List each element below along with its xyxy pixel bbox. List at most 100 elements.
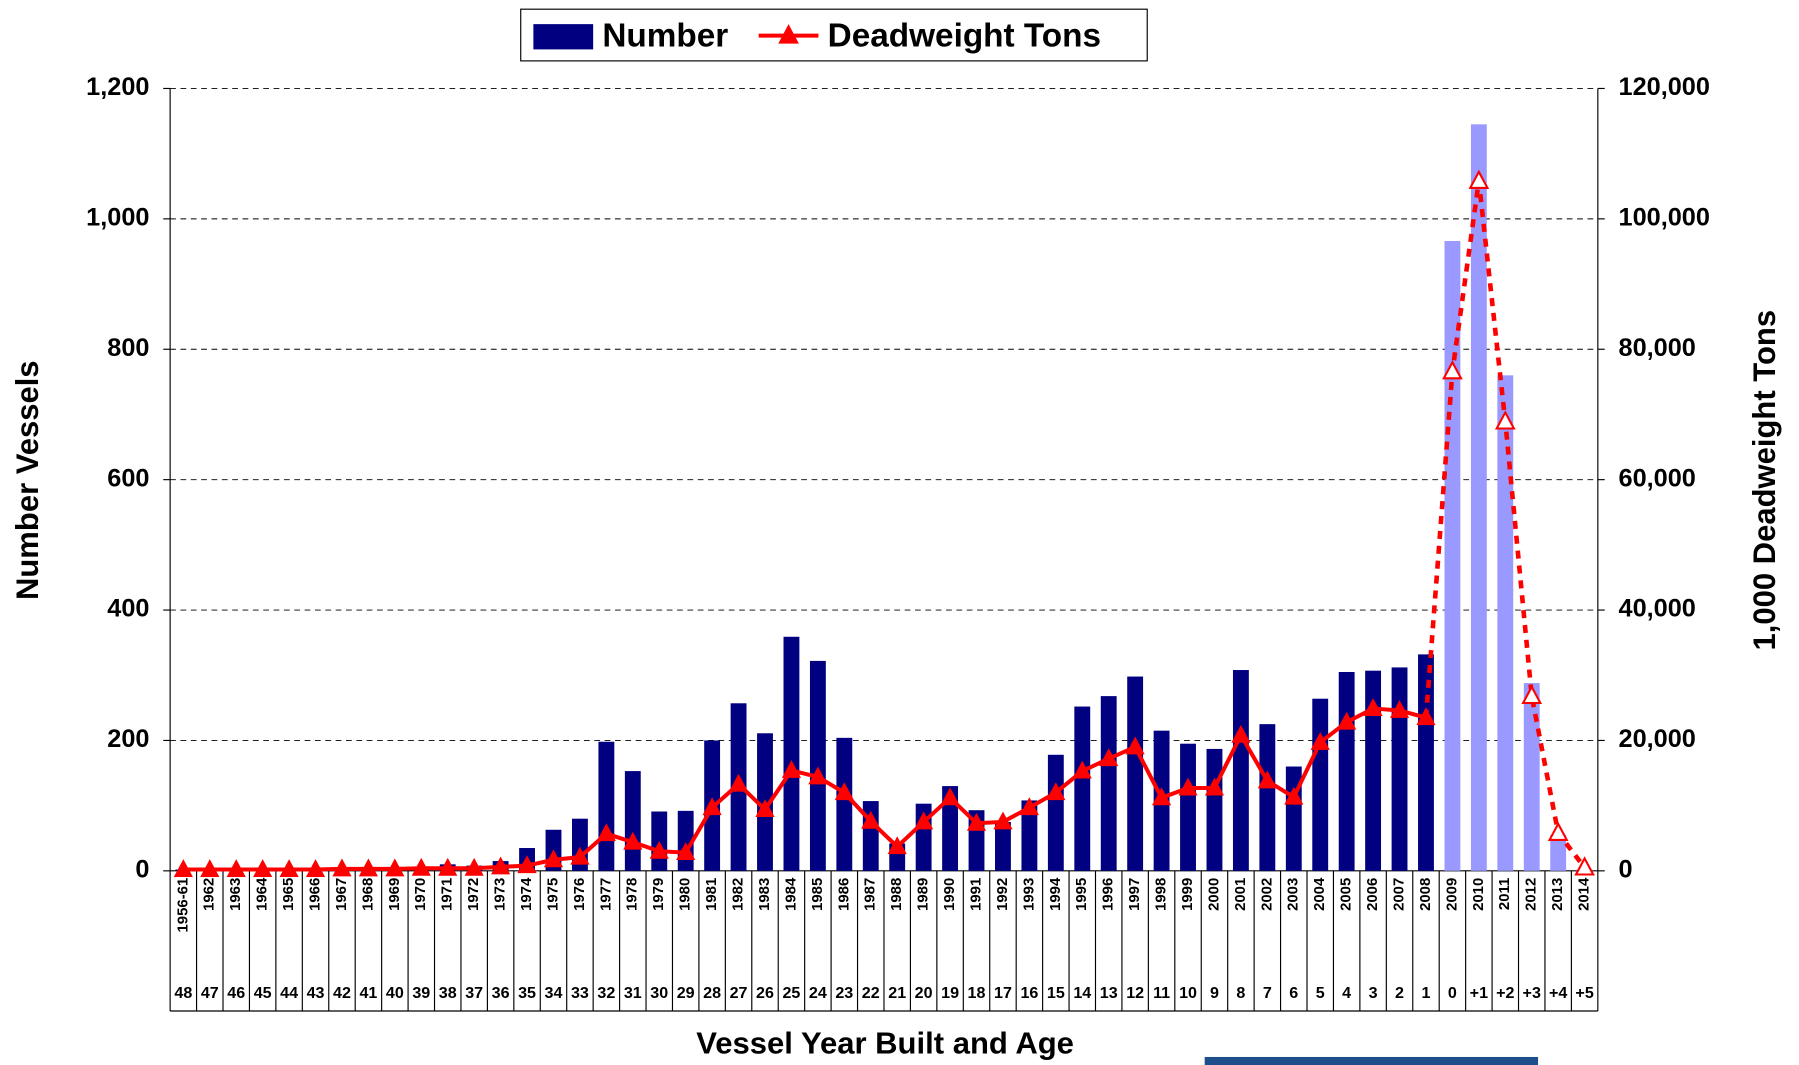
line-marker — [1284, 786, 1304, 805]
line-marker — [676, 842, 696, 861]
y2-tick-label: 40,000 — [1619, 595, 1696, 623]
x-tick-label: 1979 — [650, 878, 667, 911]
x-tick-label: 1982 — [730, 878, 747, 911]
x-tick-label: 2014 — [1576, 877, 1593, 911]
line-marker — [1389, 700, 1410, 718]
age-label: 38 — [439, 984, 457, 1002]
bar — [1550, 834, 1567, 871]
line-marker — [543, 849, 564, 868]
line-marker — [993, 811, 1013, 830]
line-marker — [1468, 169, 1490, 189]
age-label: 29 — [677, 984, 695, 1002]
line-marker — [596, 823, 616, 842]
line-marker — [755, 799, 775, 818]
x-tick-label: 1969 — [386, 878, 403, 911]
line-marker — [781, 760, 802, 778]
age-label: 1 — [1422, 984, 1431, 1002]
line-marker — [1231, 724, 1251, 743]
line-marker — [438, 857, 458, 876]
age-label: 16 — [1020, 984, 1038, 1002]
age-label: +2 — [1496, 984, 1514, 1002]
age-label: 7 — [1263, 984, 1272, 1002]
x-tick-label: 1968 — [359, 878, 376, 911]
age-label: 31 — [624, 984, 642, 1002]
line-marker — [385, 858, 405, 877]
line-marker — [1442, 360, 1463, 380]
x-tick-label: 1990 — [941, 878, 958, 911]
age-label: 9 — [1210, 984, 1219, 1002]
age-label: 45 — [254, 984, 272, 1002]
age-label: 2 — [1395, 984, 1404, 1002]
bar — [1206, 748, 1223, 871]
x-tick-label: 2000 — [1205, 878, 1222, 911]
bar — [995, 821, 1011, 871]
age-label: 24 — [809, 984, 827, 1002]
age-label: 13 — [1100, 984, 1118, 1002]
x-tick-label: 2007 — [1390, 878, 1407, 911]
bar — [1180, 743, 1196, 871]
age-label: 12 — [1126, 984, 1144, 1002]
age-label: +5 — [1575, 984, 1593, 1002]
line-marker — [1337, 711, 1357, 730]
bar — [1100, 696, 1117, 871]
x-tick-label: 1965 — [280, 878, 297, 911]
x-tick-label: 1972 — [465, 878, 482, 911]
line-marker — [491, 856, 511, 875]
bar — [1312, 698, 1329, 871]
line-marker — [623, 831, 643, 850]
age-label: 28 — [703, 984, 721, 1002]
age-label: +3 — [1523, 984, 1541, 1002]
line-marker — [358, 858, 379, 877]
x-tick-label: 2008 — [1417, 878, 1434, 911]
age-label: 33 — [571, 984, 589, 1002]
x-tick-label: 2004 — [1311, 877, 1328, 911]
x-tick-label: 2006 — [1364, 878, 1381, 911]
line-marker — [1363, 698, 1383, 716]
x-axis-title: Vessel Year Built and Age — [696, 1026, 1074, 1061]
y2-tick-label: 20,000 — [1619, 725, 1696, 753]
age-label: 25 — [782, 984, 800, 1002]
y-axis-title: Number Vessels — [10, 360, 45, 600]
legend-swatch — [533, 24, 594, 50]
line-marker — [702, 797, 722, 816]
bar — [1365, 670, 1382, 871]
line-marker — [1257, 770, 1277, 789]
age-label: 34 — [545, 984, 563, 1002]
bar — [1523, 683, 1540, 871]
line-marker — [940, 787, 960, 806]
x-tick-label: 1997 — [1126, 878, 1143, 911]
age-label: 19 — [941, 984, 959, 1002]
age-label: 15 — [1047, 984, 1065, 1002]
x-tick-label: 1962 — [201, 878, 218, 911]
line-marker — [305, 859, 326, 878]
y2-axis-title: 1,000 Deadweight Tons — [1747, 310, 1782, 651]
age-label: 4 — [1342, 984, 1351, 1002]
legend-marker — [778, 24, 799, 44]
y2-tick-label: 80,000 — [1619, 334, 1696, 362]
bar — [598, 741, 615, 871]
bar — [942, 786, 959, 871]
x-tick-label: 1970 — [412, 878, 429, 911]
age-label: 39 — [412, 984, 430, 1002]
age-label: 32 — [597, 984, 615, 1002]
age-label: 40 — [386, 984, 404, 1002]
bar — [1444, 241, 1461, 871]
x-tick-label: 1991 — [967, 878, 984, 911]
age-label: 14 — [1073, 984, 1091, 1002]
line-marker — [1125, 736, 1145, 755]
line-marker — [966, 812, 987, 831]
line-marker — [1574, 856, 1595, 876]
y-tick-label: 1,200 — [86, 73, 149, 101]
x-tick-label: 1964 — [254, 877, 271, 911]
age-label: 17 — [994, 984, 1012, 1002]
line-marker — [1416, 707, 1436, 726]
age-label: 37 — [465, 984, 483, 1002]
bar — [1470, 124, 1487, 871]
age-label: 18 — [968, 984, 986, 1002]
line-marker — [200, 859, 220, 878]
legend-label: Deadweight Tons — [828, 18, 1101, 55]
line-marker — [1046, 782, 1066, 801]
age-label: 41 — [359, 984, 377, 1002]
x-tick-label: 1975 — [544, 878, 561, 911]
